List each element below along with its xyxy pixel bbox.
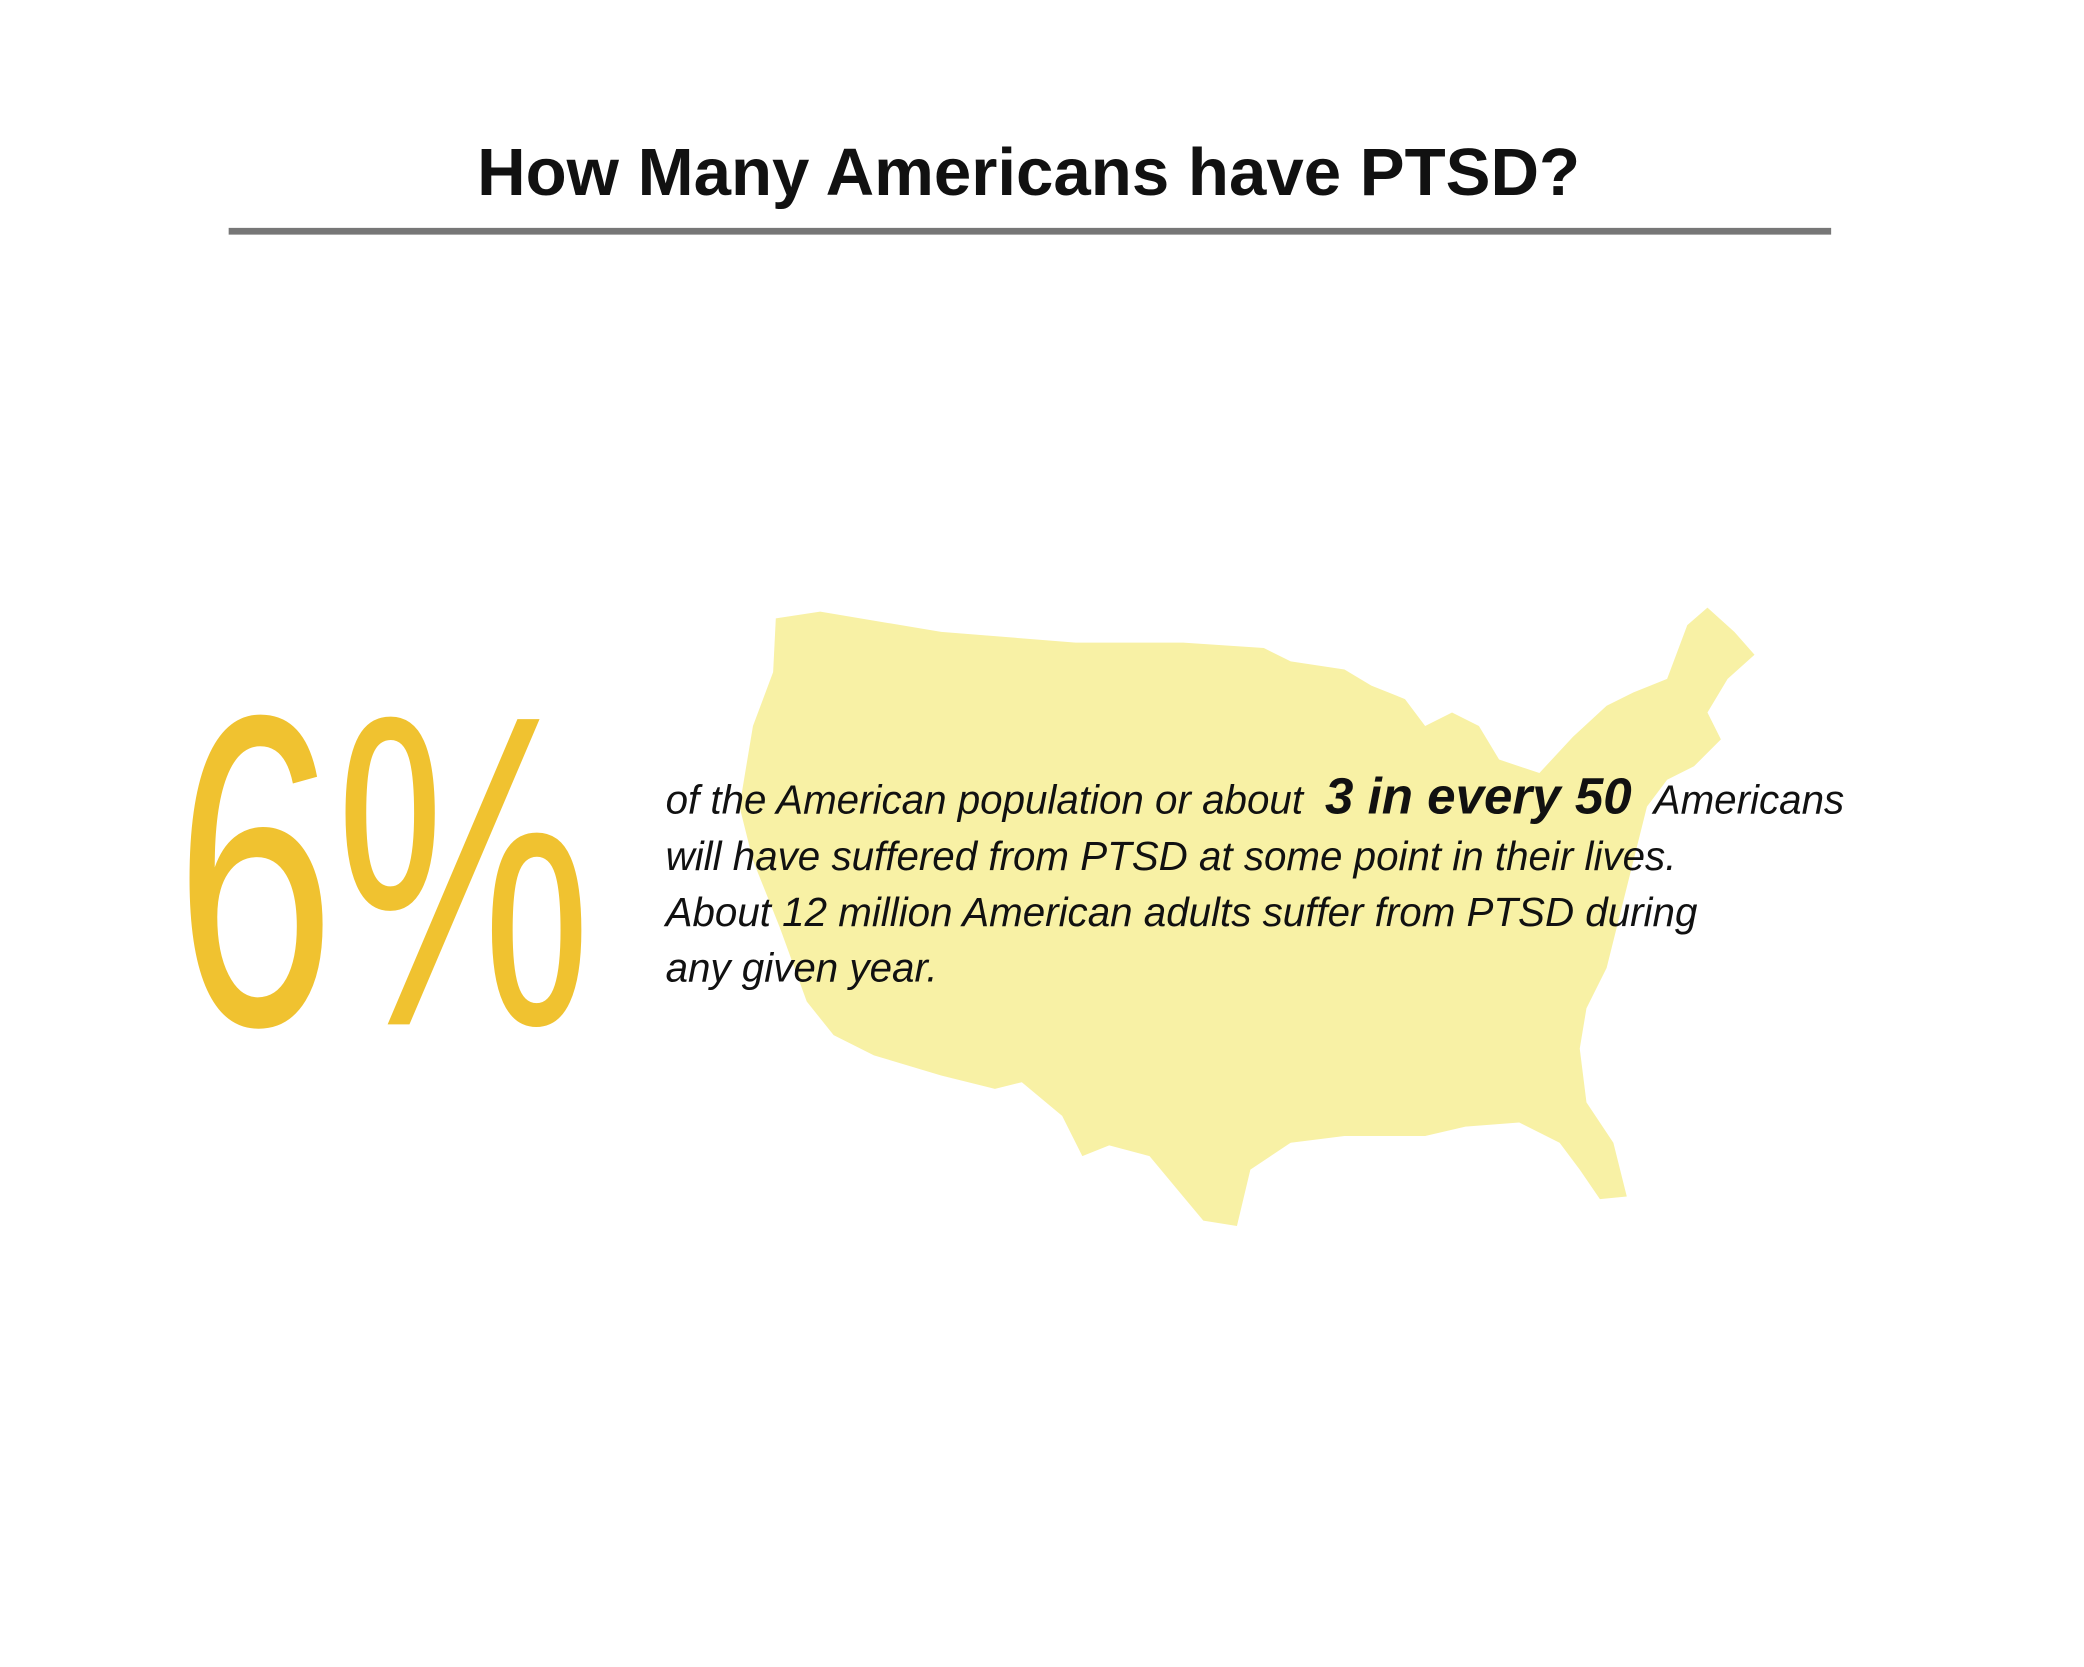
title: How Many Americans have PTSD?	[477, 135, 1580, 210]
description-line: will have suffered from PTSD at some poi…	[666, 833, 1677, 879]
stat-value: 6%	[175, 623, 592, 1119]
description-highlight: 3 in every 50	[1325, 767, 1632, 824]
description-text: Americans	[1652, 776, 1845, 822]
description-text: of the American population or about	[666, 776, 1305, 822]
description-line: any given year.	[666, 944, 938, 990]
us-map	[739, 607, 1755, 1227]
description-line: of the American population or about 3 in…	[666, 767, 1845, 824]
description-line: About 12 million American adults suffer …	[664, 889, 1698, 935]
